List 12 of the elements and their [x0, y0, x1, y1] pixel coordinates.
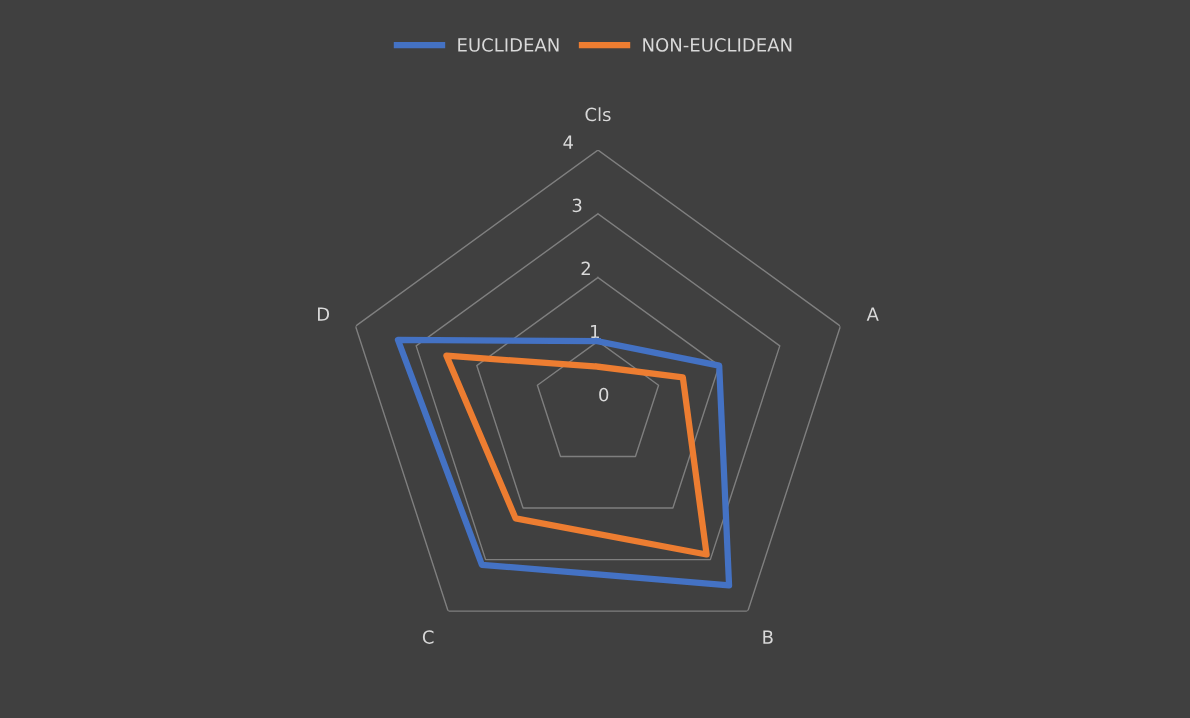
y-tick-label: 4	[563, 135, 573, 149]
y-tick-label: 3	[572, 198, 582, 213]
legend-label: NON-EUCLIDEAN	[643, 38, 792, 52]
spoke-label: A	[866, 307, 879, 321]
spoke-label: C	[422, 630, 434, 644]
y-tick-label: 1	[591, 324, 599, 339]
spoke-label: B	[763, 630, 773, 644]
spoke-label: Cls	[585, 107, 611, 122]
spoke-label: D	[318, 307, 330, 321]
y-tick-label: 0	[599, 387, 609, 402]
legend-label: EUCLIDEAN	[458, 38, 559, 52]
y-tick-label: 2	[581, 261, 590, 275]
